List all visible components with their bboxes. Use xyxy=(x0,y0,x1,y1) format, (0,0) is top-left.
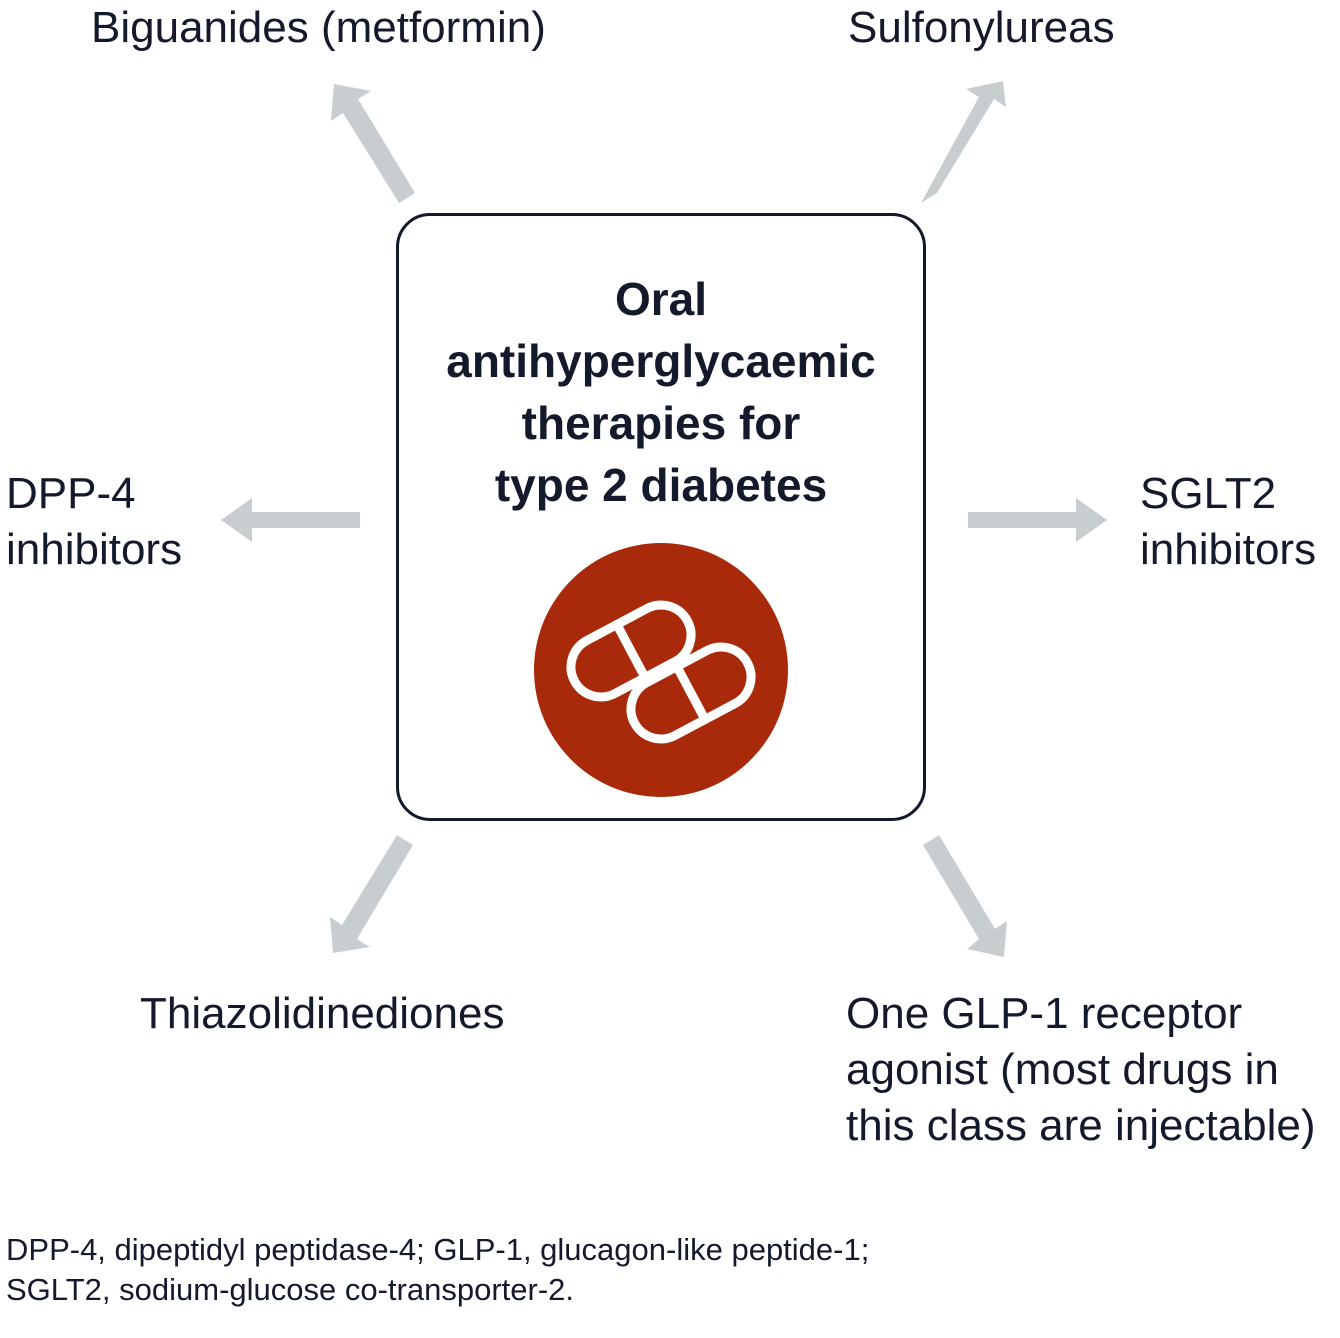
label-sglt2: SGLT2 inhibitors xyxy=(1140,466,1316,578)
central-title: Oral antihyperglycaemic therapies for ty… xyxy=(399,268,923,516)
central-title-line-4: type 2 diabetes xyxy=(494,459,828,511)
footnote-line-1: DPP-4, dipeptidyl peptidase-4; GLP-1, gl… xyxy=(6,1232,870,1267)
central-title-line-1: Oral xyxy=(614,273,708,325)
label-sglt2-line-1: SGLT2 xyxy=(1140,469,1277,518)
label-biguanides: Biguanides (metformin) xyxy=(91,0,546,56)
label-dpp4-line-1: DPP-4 xyxy=(6,469,136,518)
arrow-to-sglt2 xyxy=(968,498,1107,542)
label-sulfonylureas: Sulfonylureas xyxy=(848,0,1115,56)
arrow-to-sulfonylureas xyxy=(921,81,1006,203)
label-thiazolidinediones-text: Thiazolidinediones xyxy=(140,989,505,1038)
label-dpp4: DPP-4 inhibitors xyxy=(6,466,182,578)
label-glp1-line-3: this class are injectable) xyxy=(846,1101,1316,1150)
central-title-line-3: therapies for xyxy=(521,397,801,449)
label-thiazolidinediones: Thiazolidinediones xyxy=(140,986,504,1042)
label-glp1-line-2: agonist (most drugs in xyxy=(846,1045,1279,1094)
footnote: DPP-4, dipeptidyl peptidase-4; GLP-1, gl… xyxy=(6,1230,869,1310)
label-glp1-line-1: One GLP-1 receptor xyxy=(846,989,1243,1038)
central-title-line-2: antihyperglycaemic xyxy=(446,335,876,387)
label-sglt2-line-2: inhibitors xyxy=(1140,525,1317,574)
pill-capsules-icon xyxy=(534,543,788,797)
arrow-to-thiazolidinediones xyxy=(330,835,413,953)
arrow-to-glp1 xyxy=(923,835,1007,957)
label-glp1: One GLP-1 receptor agonist (most drugs i… xyxy=(846,986,1316,1154)
arrow-to-biguanides xyxy=(331,84,415,203)
label-biguanides-text: Biguanides (metformin) xyxy=(91,3,546,52)
footnote-line-2: SGLT2, sodium-glucose co-transporter-2. xyxy=(6,1272,574,1307)
arrow-to-dpp4 xyxy=(221,498,360,542)
central-concept-box: Oral antihyperglycaemic therapies for ty… xyxy=(396,213,926,821)
label-dpp4-line-2: inhibitors xyxy=(6,525,183,574)
label-sulfonylureas-text: Sulfonylureas xyxy=(848,3,1115,52)
